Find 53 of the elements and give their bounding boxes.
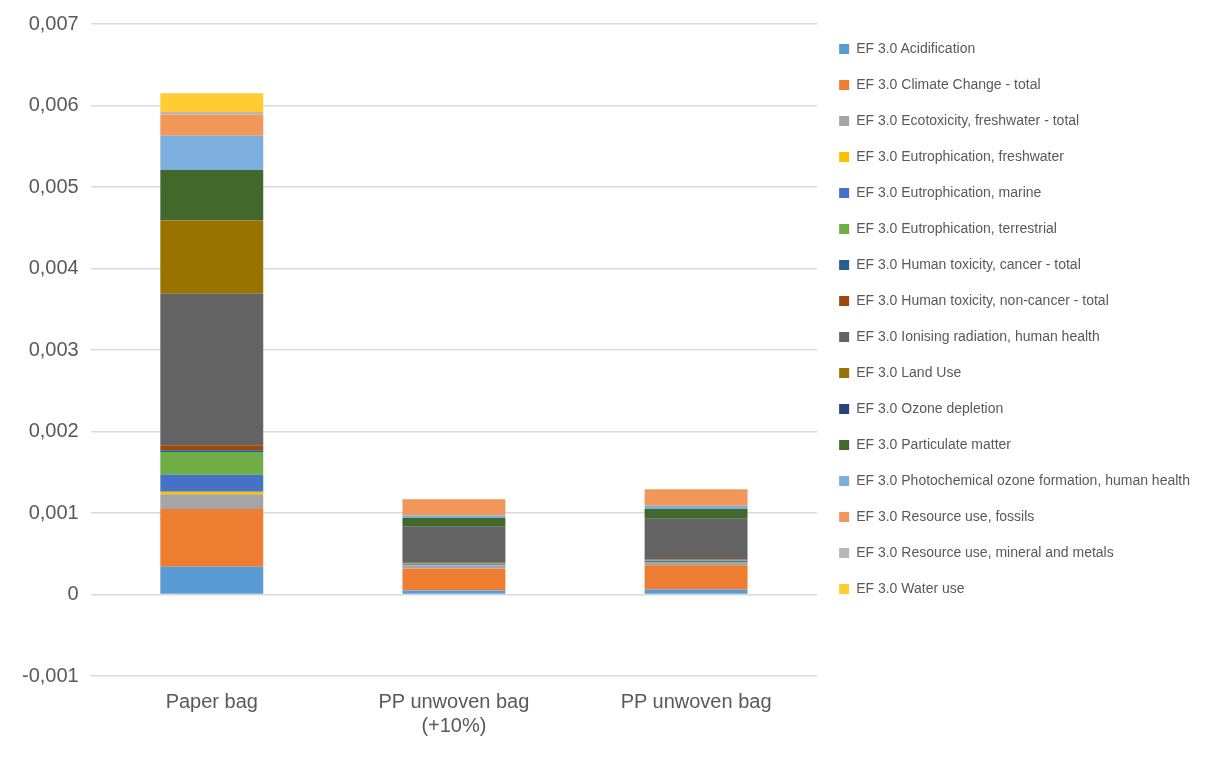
- legend-label: EF 3.0 Particulate matter: [856, 435, 1012, 452]
- y-tick-label: 0,005: [28, 174, 79, 197]
- legend-label: EF 3.0 Ecotoxicity, freshwater - total: [856, 111, 1080, 128]
- bar: [644, 518, 748, 560]
- bar: [160, 93, 264, 113]
- legend-label: EF 3.0 Eutrophication, marine: [856, 183, 1042, 200]
- bar: [402, 526, 506, 563]
- y-tick-label: 0,007: [28, 11, 79, 34]
- bar: [402, 499, 506, 516]
- legend-label: EF 3.0 Acidification: [856, 39, 976, 56]
- bar: [160, 445, 264, 451]
- bar: [160, 220, 264, 294]
- bar: [160, 566, 264, 594]
- y-tick-label: 0,006: [28, 93, 79, 116]
- bar: [160, 474, 264, 492]
- y-tick-label: 0,004: [28, 256, 79, 279]
- y-tick-label: -0,001: [21, 663, 79, 686]
- bar: [402, 590, 506, 594]
- bar: [402, 517, 506, 527]
- x-tick-label: PP unwoven bag (+10%): [378, 689, 530, 736]
- bar: [644, 561, 748, 566]
- bar: [644, 508, 748, 519]
- legend-label: EF 3.0 Ozone depletion: [856, 399, 1004, 416]
- bar: [160, 169, 264, 221]
- legend-label: EF 3.0 Eutrophication, freshwater: [856, 147, 1065, 164]
- bar: [160, 114, 264, 136]
- y-tick-label: 0,003: [28, 337, 79, 360]
- legend-label: EF 3.0 Eutrophication, terrestrial: [856, 219, 1057, 236]
- legend-label: EF 3.0 Resource use, fossils: [856, 507, 1035, 524]
- bar: [644, 489, 748, 506]
- x-tick-label: PP unwoven bag: [620, 689, 772, 712]
- bar: [160, 508, 264, 567]
- legend-label: EF 3.0 Human toxicity, non-cancer - total: [856, 291, 1109, 308]
- bar: [644, 505, 748, 509]
- x-tick-label: Paper bag: [165, 689, 258, 712]
- legend-label: EF 3.0 Ionising radiation, human health: [856, 327, 1100, 344]
- bar: [160, 135, 264, 170]
- legend-label: EF 3.0 Water use: [856, 579, 965, 596]
- bar: [402, 515, 506, 518]
- legend-label: EF 3.0 Land Use: [856, 363, 962, 380]
- bar: [160, 494, 264, 509]
- bar: [644, 565, 748, 590]
- bar: [644, 589, 748, 594]
- y-tick-label: 0,002: [28, 419, 79, 442]
- bar: [160, 451, 264, 475]
- legend-label: EF 3.0 Photochemical ozone formation, human health: [856, 471, 1191, 488]
- y-tick-label: 0: [67, 582, 79, 605]
- bar: [160, 293, 264, 446]
- legend-label: EF 3.0 Human toxicity, cancer - total: [856, 255, 1081, 272]
- y-tick-label: 0,001: [28, 500, 79, 523]
- bar: [402, 568, 506, 591]
- legend-label: EF 3.0 Resource use, mineral and metals: [856, 543, 1114, 560]
- legend-label: EF 3.0 Climate Change - total: [856, 75, 1041, 92]
